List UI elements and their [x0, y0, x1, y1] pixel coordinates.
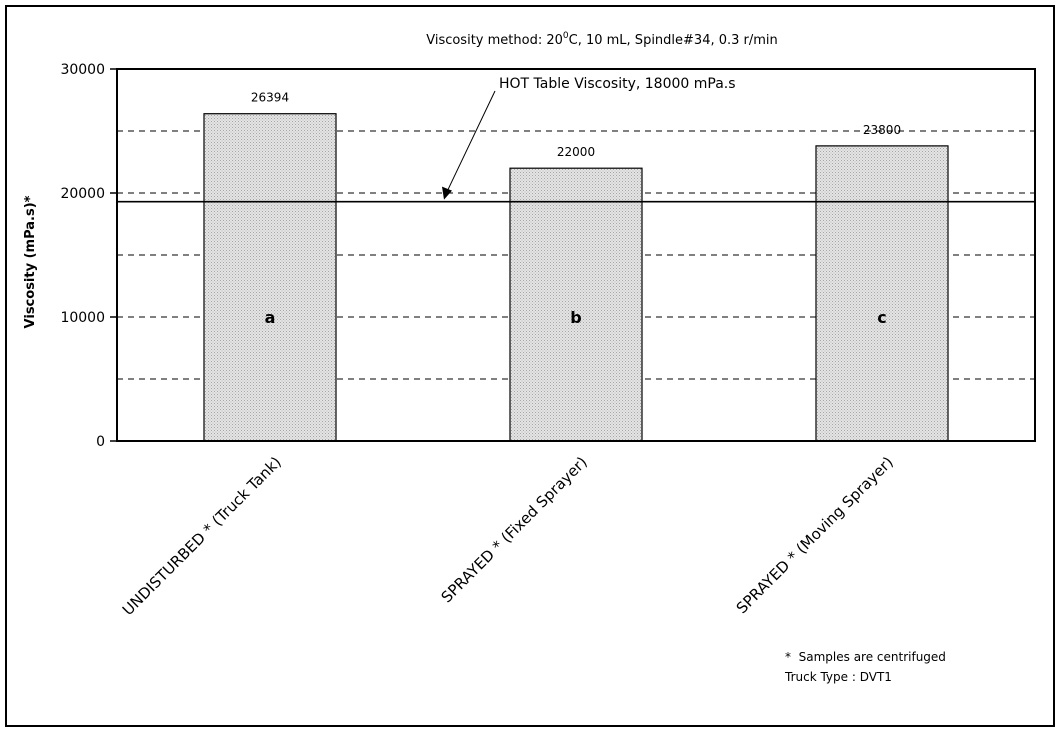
chart-frame: Viscosity method: 200C, 10 mL, Spindle#3…: [5, 5, 1055, 727]
bar-c: [815, 145, 949, 442]
y-tick-label-20000: 20000: [60, 186, 105, 202]
reference-line-label: HOT Table Viscosity, 18000 mPa.s: [499, 76, 736, 92]
chart-title: Viscosity method: 200C, 10 mL, Spindle#3…: [426, 31, 778, 48]
x-category-label-1: UNDISTURBED * (Truck Tank): [119, 453, 285, 619]
plot-area-border: [116, 68, 1036, 442]
reference-arrow-shaft: [446, 90, 496, 192]
reference-arrow-head: [442, 186, 452, 200]
y-tick-label-0: 0: [96, 434, 105, 450]
bar-letter-c: c: [877, 308, 886, 327]
footnote-truck-type: Truck Type : DVT1: [784, 670, 892, 684]
bar-letter-b: b: [570, 308, 581, 327]
bar-value-label-c: 23800: [863, 123, 901, 137]
bar-value-label-b: 22000: [557, 145, 595, 159]
bar-value-label-a: 26394: [251, 91, 289, 105]
y-axis-label: Viscosity (mPa.s)*: [23, 195, 38, 328]
bar-b: [509, 167, 643, 442]
y-tick-label-10000: 10000: [60, 310, 105, 326]
x-category-label-3: SPRAYED * (Moving Sprayer): [733, 453, 897, 617]
reference-layer: HOT Table Viscosity, 18000 mPa.s: [117, 76, 1035, 203]
viscosity-bar-chart: Viscosity method: 200C, 10 mL, Spindle#3…: [23, 31, 1036, 684]
bar-layer: 26394 a 22000 b 23800 c: [203, 91, 949, 442]
x-category-label-2: SPRAYED * (Fixed Sprayer): [438, 453, 591, 606]
y-tick-label-30000: 30000: [60, 62, 105, 78]
bar-a: [203, 113, 337, 442]
axis-layer: 0 10000 20000 30000 UNDISTURBED * (Truck Tan…: [60, 62, 896, 619]
bar-letter-a: a: [265, 308, 276, 327]
footnote-centrifuged: * Samples are centrifuged: [785, 650, 946, 664]
